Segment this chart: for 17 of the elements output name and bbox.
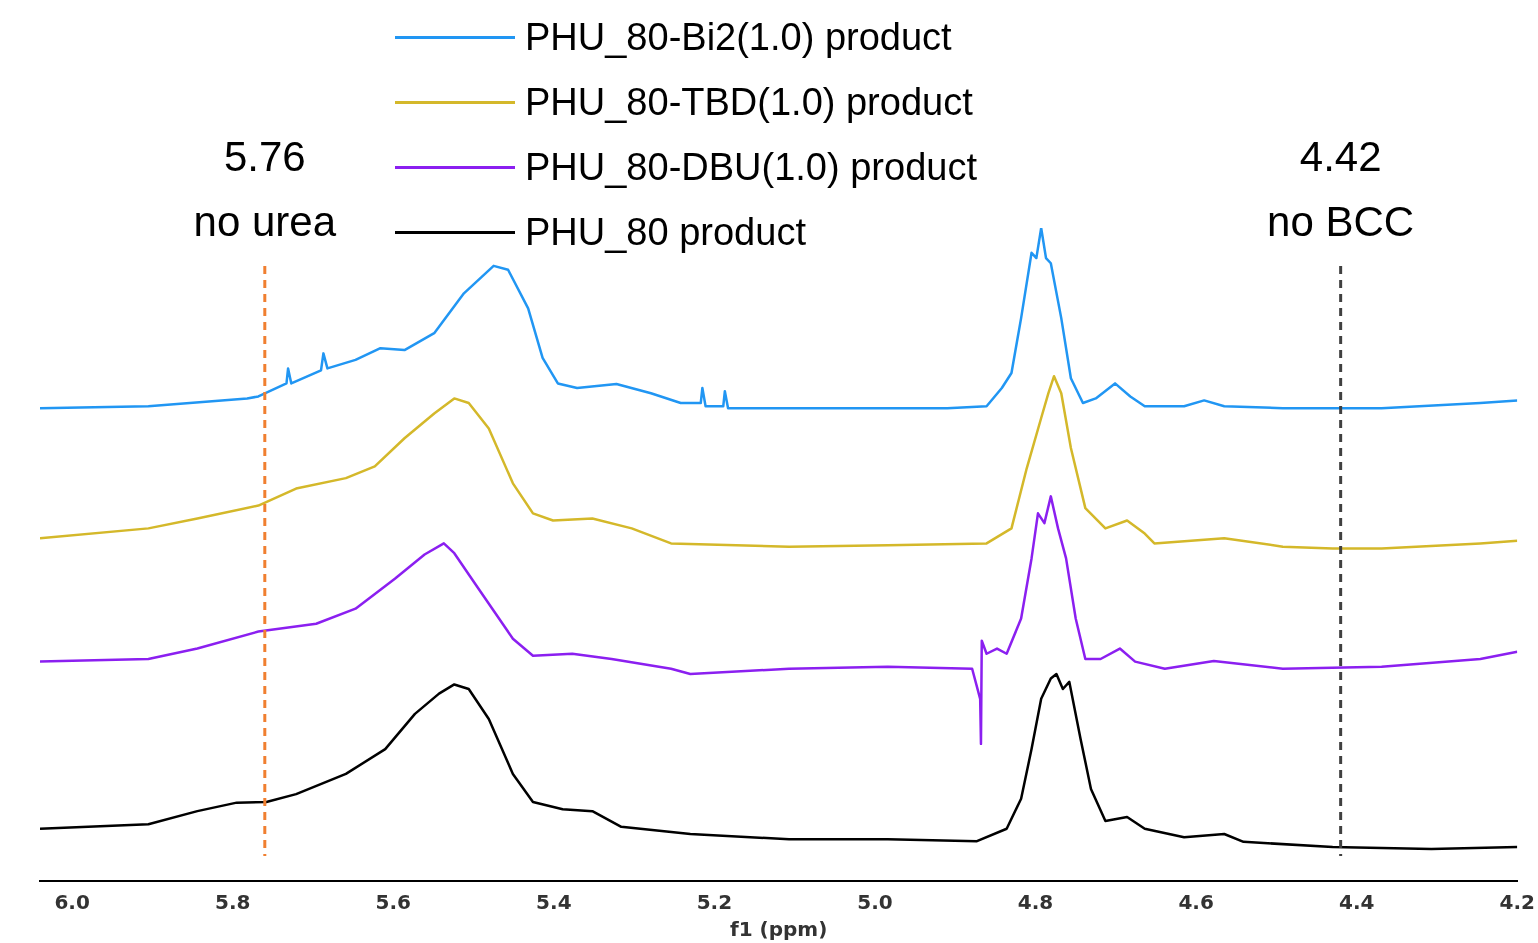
legend-label: PHU_80-DBU(1.0) product [525, 146, 977, 189]
legend-label: PHU_80-TBD(1.0) product [525, 81, 973, 124]
x-tick-label: 4.2 [1499, 890, 1535, 915]
x-tick-label: 5.6 [375, 890, 411, 915]
legend-label: PHU_80-Bi2(1.0) product [525, 16, 952, 59]
x-axis-title: f1 (ppm) [729, 917, 828, 942]
x-tick-label: 4.4 [1338, 890, 1375, 915]
x-tick-label: 5.2 [696, 890, 733, 915]
legend-label: PHU_80 product [525, 211, 806, 254]
x-tick-label: 4.6 [1178, 890, 1214, 915]
x-tick-label: 5.0 [857, 890, 893, 915]
ref-line-label: 5.76 no urea [193, 133, 337, 245]
x-tick-label: 4.8 [1017, 890, 1054, 915]
x-tick-label: 5.4 [536, 890, 572, 915]
ref-line-label: 4.42 no BCC [1267, 133, 1415, 245]
x-tick-label: 6.0 [54, 890, 90, 915]
x-tick-label: 5.8 [214, 890, 251, 915]
